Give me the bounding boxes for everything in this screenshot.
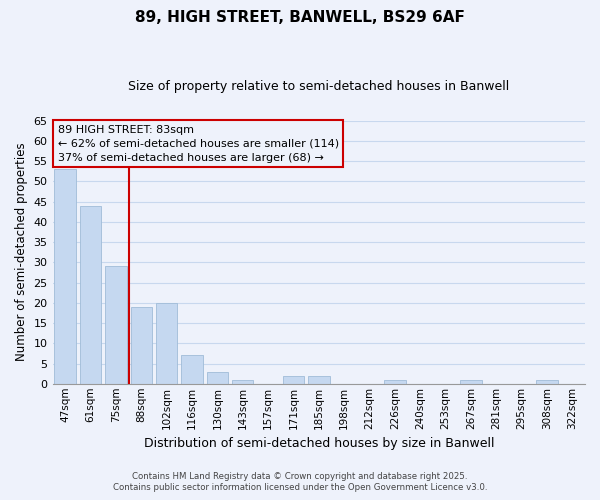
Bar bbox=[80, 206, 101, 384]
Bar bbox=[232, 380, 253, 384]
Bar bbox=[181, 356, 203, 384]
Bar bbox=[206, 372, 228, 384]
Bar bbox=[308, 376, 329, 384]
Bar bbox=[384, 380, 406, 384]
Bar bbox=[105, 266, 127, 384]
Bar bbox=[55, 169, 76, 384]
Text: 89, HIGH STREET, BANWELL, BS29 6AF: 89, HIGH STREET, BANWELL, BS29 6AF bbox=[135, 10, 465, 25]
Bar bbox=[283, 376, 304, 384]
Title: Size of property relative to semi-detached houses in Banwell: Size of property relative to semi-detach… bbox=[128, 80, 509, 93]
Text: Contains HM Land Registry data © Crown copyright and database right 2025.
Contai: Contains HM Land Registry data © Crown c… bbox=[113, 472, 487, 492]
Bar bbox=[460, 380, 482, 384]
Y-axis label: Number of semi-detached properties: Number of semi-detached properties bbox=[15, 143, 28, 362]
Bar bbox=[131, 307, 152, 384]
Bar bbox=[536, 380, 558, 384]
Bar bbox=[156, 303, 178, 384]
Text: 89 HIGH STREET: 83sqm
← 62% of semi-detached houses are smaller (114)
37% of sem: 89 HIGH STREET: 83sqm ← 62% of semi-deta… bbox=[58, 124, 339, 162]
X-axis label: Distribution of semi-detached houses by size in Banwell: Distribution of semi-detached houses by … bbox=[143, 437, 494, 450]
